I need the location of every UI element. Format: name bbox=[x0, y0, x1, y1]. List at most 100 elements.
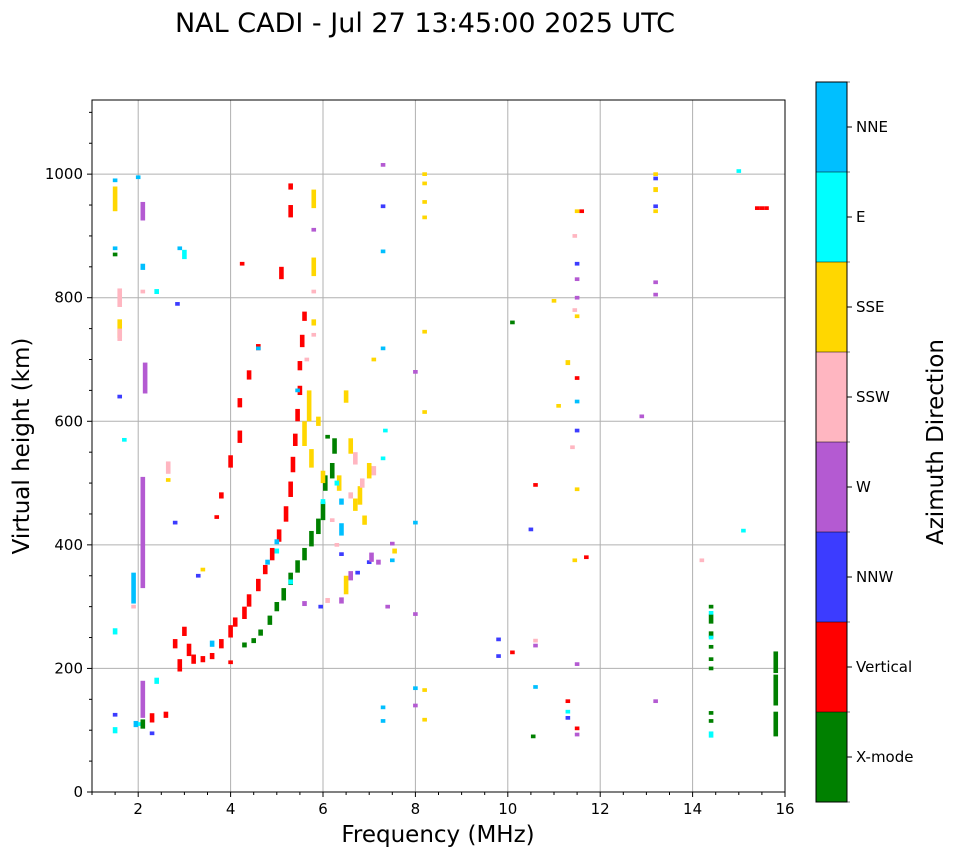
echo-point-x-mode bbox=[708, 644, 714, 649]
echo-point-nnw bbox=[574, 261, 580, 266]
echo-point-sse bbox=[366, 462, 372, 479]
echo-point-nnw bbox=[149, 731, 155, 736]
colorbar-tick-label: NNE bbox=[856, 118, 888, 136]
echo-point-x-mode bbox=[251, 638, 256, 644]
echo-point-w bbox=[413, 370, 418, 374]
echo-point-sse bbox=[302, 421, 307, 446]
y-tick-label: 800 bbox=[54, 289, 83, 307]
colorbar-swatch-vertical bbox=[816, 622, 847, 712]
echo-point-ssw bbox=[140, 289, 146, 294]
y-tick-label: 0 bbox=[73, 783, 83, 801]
echo-point-vertical bbox=[288, 481, 293, 497]
echo-point-vertical bbox=[209, 652, 215, 660]
echo-point-e bbox=[320, 499, 326, 505]
echo-point-nne bbox=[274, 539, 280, 545]
echo-point-x-mode bbox=[510, 320, 515, 325]
y-axis-label: Virtual height (km) bbox=[9, 338, 35, 555]
echo-point-w bbox=[369, 552, 374, 562]
echo-point-w bbox=[574, 277, 580, 282]
echo-point-vertical bbox=[242, 606, 247, 619]
echo-point-nnw bbox=[175, 302, 180, 306]
x-tick-label: 16 bbox=[775, 800, 794, 818]
echo-point-sse bbox=[348, 438, 354, 454]
echo-point-ssw bbox=[117, 288, 123, 307]
echo-point-sse bbox=[551, 298, 557, 303]
colorbar: X-mode Vertical NNW W SSW SSE E NNE bbox=[815, 81, 913, 803]
echo-point-vertical bbox=[297, 361, 303, 371]
echo-point-x-mode bbox=[274, 602, 280, 612]
echo-point-ssw bbox=[359, 478, 365, 488]
echo-point-vertical bbox=[579, 209, 585, 214]
echo-point-vertical bbox=[754, 206, 760, 210]
echo-point-e bbox=[565, 709, 571, 714]
echo-point-sse bbox=[392, 548, 397, 554]
echo-point-nne bbox=[339, 498, 344, 505]
echo-point-ssw bbox=[325, 597, 330, 603]
echo-point-w bbox=[390, 541, 395, 546]
colorbar-swatch-nnw bbox=[816, 532, 847, 622]
colorbar-swatch-e bbox=[816, 172, 847, 262]
echo-point-w bbox=[653, 292, 658, 297]
echo-point-nne bbox=[339, 523, 344, 536]
echo-point-nne bbox=[112, 246, 118, 251]
echo-point-vertical bbox=[228, 455, 233, 468]
echo-point-e bbox=[383, 428, 388, 433]
echo-point-vertical bbox=[584, 555, 589, 560]
echo-point-x-mode bbox=[140, 719, 146, 729]
y-tick-label: 200 bbox=[54, 659, 83, 677]
echo-point-x-mode bbox=[309, 530, 314, 547]
echo-point-nne bbox=[380, 346, 386, 351]
echo-point-nne bbox=[209, 640, 215, 647]
grid-lines bbox=[92, 100, 786, 792]
echo-point-x-mode bbox=[708, 614, 714, 624]
echo-point-vertical bbox=[246, 370, 252, 380]
echo-point-x-mode bbox=[332, 438, 337, 454]
echo-point-nnw bbox=[565, 716, 571, 720]
echo-point-x-mode bbox=[295, 560, 300, 573]
echo-point-vertical bbox=[764, 206, 769, 210]
echo-point-vertical bbox=[149, 713, 155, 723]
echo-point-vertical bbox=[279, 266, 284, 280]
echo-point-x-mode bbox=[773, 711, 779, 737]
y-tick-label: 1000 bbox=[45, 165, 83, 183]
echo-point-e bbox=[334, 480, 340, 486]
echo-point-w bbox=[380, 163, 386, 167]
echo-point-w bbox=[140, 476, 146, 589]
echo-point-vertical bbox=[219, 639, 224, 649]
echo-point-nne bbox=[256, 346, 261, 351]
echo-point-sse bbox=[320, 470, 326, 484]
echo-point-w bbox=[385, 604, 390, 609]
echo-point-vertical bbox=[186, 643, 192, 657]
echo-point-nne bbox=[135, 175, 141, 180]
echo-point-e bbox=[274, 548, 280, 554]
echo-point-x-mode bbox=[320, 501, 326, 521]
echo-point-sse bbox=[311, 189, 317, 209]
echo-point-w bbox=[653, 699, 658, 704]
colorbar-swatch-ssw bbox=[816, 352, 847, 442]
echo-point-sse bbox=[422, 200, 427, 204]
echo-point-sse bbox=[565, 360, 571, 366]
echo-point-vertical bbox=[574, 376, 580, 380]
echo-point-e bbox=[182, 249, 187, 260]
echo-point-sse bbox=[572, 558, 578, 563]
echo-point-x-mode bbox=[288, 572, 293, 586]
echo-point-vertical bbox=[246, 594, 252, 607]
x-tick-label: 4 bbox=[226, 800, 236, 818]
echo-point-vertical bbox=[288, 205, 293, 218]
echo-point-sse bbox=[574, 314, 580, 319]
echo-point-e bbox=[154, 677, 159, 684]
echo-point-w bbox=[574, 662, 580, 666]
echo-point-sse bbox=[311, 257, 317, 277]
echo-point-ssw bbox=[329, 518, 335, 522]
echo-point-x-mode bbox=[267, 615, 273, 625]
echo-point-w bbox=[413, 703, 418, 708]
echo-point-nne bbox=[390, 558, 395, 563]
echo-point-sse bbox=[556, 403, 561, 408]
x-axis-ticks: 2 4 6 8 10 12 14 16 bbox=[91, 792, 795, 818]
colorbar-tick-label: SSW bbox=[856, 388, 890, 406]
echo-point-sse bbox=[422, 688, 427, 692]
echo-point-ssw bbox=[311, 289, 317, 294]
echo-point-w bbox=[574, 732, 580, 737]
echo-point-ssw bbox=[348, 492, 354, 499]
